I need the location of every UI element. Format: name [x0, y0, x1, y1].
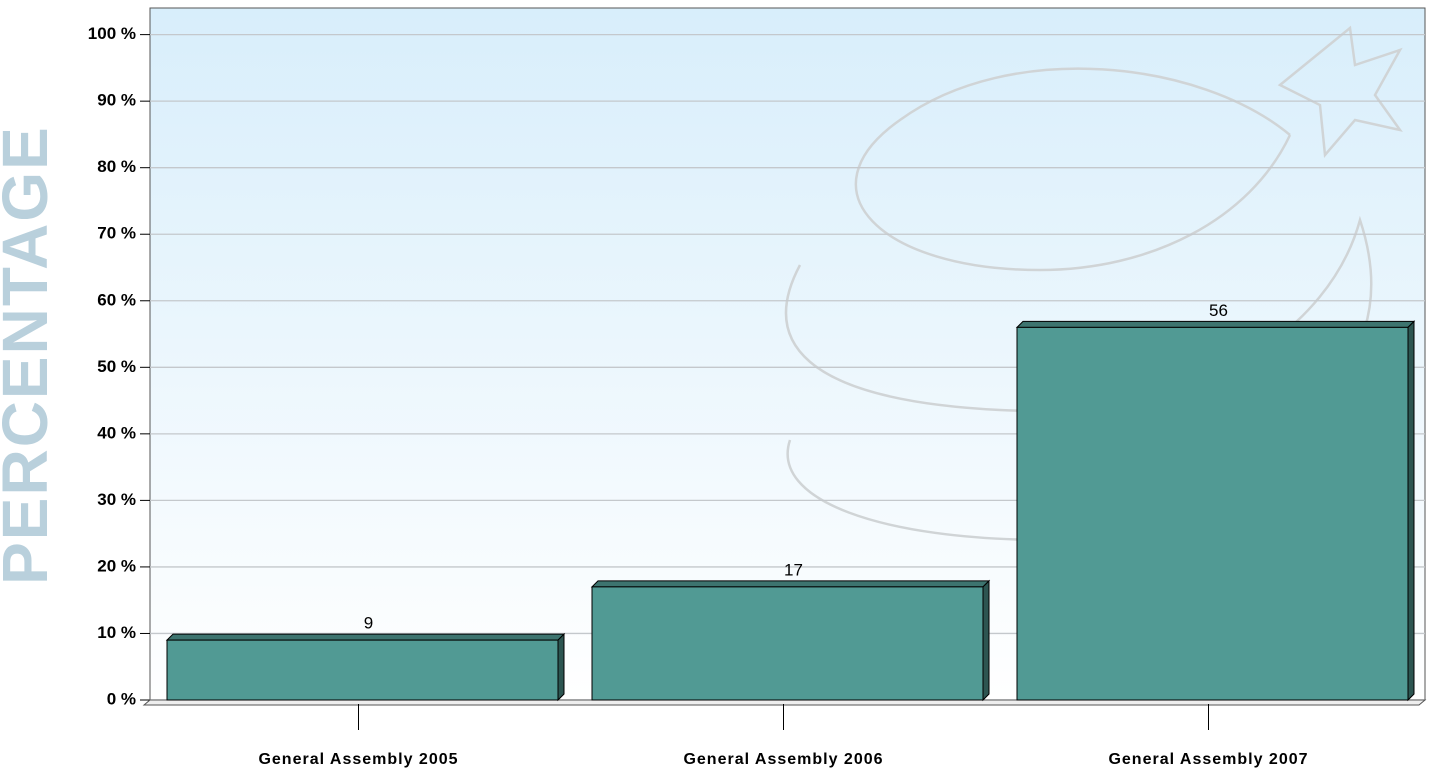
value-label: 17 [784, 560, 803, 579]
y-tick-label: 100 % [88, 24, 136, 43]
y-tick-label: 60 % [97, 290, 136, 309]
bar-side [557, 632, 565, 702]
y-tick-label: 10 % [97, 623, 136, 642]
bar-side [982, 579, 990, 702]
y-tick-label: 80 % [97, 157, 136, 176]
x-tick-label: General Assembly 2006 [683, 751, 883, 768]
bar-top [590, 580, 991, 588]
y-tick-label: 40 % [97, 423, 136, 442]
bar [591, 586, 984, 701]
bar [166, 639, 559, 701]
y-tick-label: 70 % [97, 224, 136, 243]
y-tick-label: 20 % [97, 556, 136, 575]
y-tick-label: 0 % [107, 689, 136, 708]
y-tick-label: 90 % [97, 91, 136, 110]
value-label: 56 [1209, 301, 1228, 320]
x-tick-label: General Assembly 2005 [258, 751, 458, 768]
bar [1016, 326, 1409, 701]
y-tick-label: 30 % [97, 490, 136, 509]
bar-top [1015, 320, 1416, 328]
value-label: 9 [364, 614, 373, 633]
floor [142, 699, 1427, 706]
bar-side [1407, 320, 1415, 702]
x-tick-label: General Assembly 2007 [1108, 751, 1308, 768]
y-tick-label: 50 % [97, 357, 136, 376]
bar-top [165, 633, 566, 641]
y-axis-title: PERCENTAGE [0, 125, 61, 585]
